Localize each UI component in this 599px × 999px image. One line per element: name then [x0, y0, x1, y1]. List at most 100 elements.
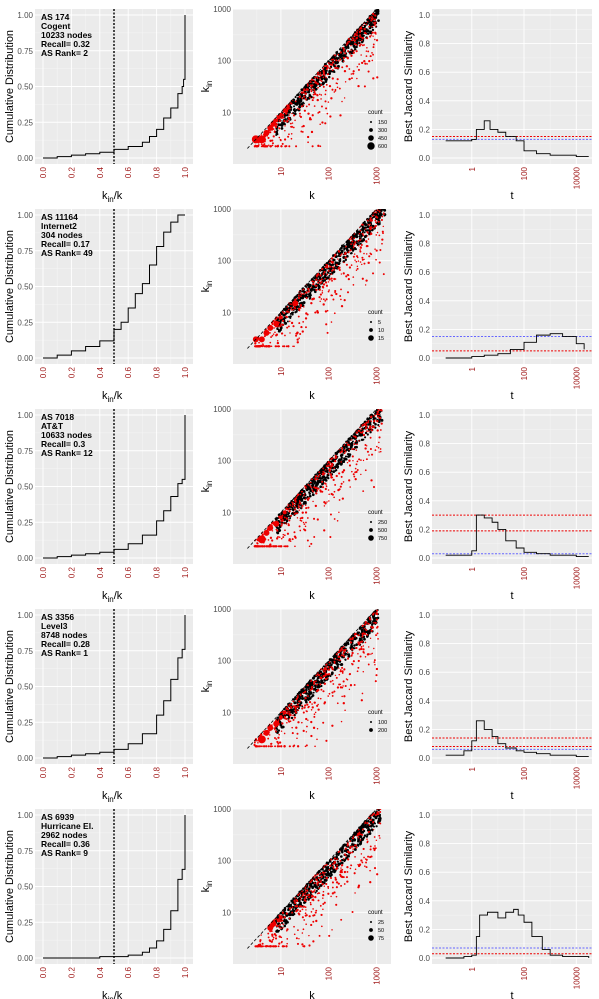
- scatter-point-red: [284, 545, 287, 548]
- scatter-point-red: [352, 255, 355, 258]
- scatter-point-red: [287, 523, 290, 525]
- scatter-point-black: [343, 446, 346, 449]
- legend-key: [369, 528, 373, 532]
- scatter-point-red: [359, 261, 362, 263]
- scatter-point-red: [307, 497, 310, 500]
- scatter-point-red: [297, 721, 300, 724]
- scatter-point-red: [269, 341, 272, 344]
- scatter-point-red: [368, 17, 371, 20]
- scatter-point-red: [377, 415, 379, 418]
- scatter-point-red: [331, 863, 334, 866]
- scatter-point-red: [340, 273, 343, 275]
- scatter-point-red: [298, 525, 301, 528]
- scatter-point-black: [343, 248, 346, 251]
- scatter-point-red: [322, 85, 325, 88]
- scatter-y-axis-title-sub: in: [205, 81, 214, 87]
- cdf-y-tick-label: 0.00: [17, 954, 33, 963]
- scatter-point-red: [312, 500, 314, 503]
- scatter-point-red: [329, 67, 332, 70]
- scatter-point-red: [382, 212, 385, 214]
- info-line: Recall= 0.36: [41, 839, 90, 849]
- scatter-point-black: [280, 126, 284, 130]
- scatter-point-black: [315, 889, 318, 892]
- scatter-point-red: [339, 254, 342, 257]
- scatter-point-black: [335, 469, 338, 472]
- scatter-point-red: [331, 666, 334, 670]
- scatter-point-red: [316, 704, 319, 707]
- scatter-point-black: [330, 867, 333, 870]
- scatter-point-red: [335, 263, 338, 266]
- legend-key: [370, 121, 372, 123]
- scatter-point-red: [307, 719, 309, 721]
- scatter-point-black: [346, 241, 349, 244]
- scatter-point-red: [328, 261, 331, 264]
- scatter-point-black: [326, 471, 329, 474]
- scatter-point-black: [293, 909, 296, 912]
- scatter-point-red: [274, 345, 277, 348]
- scatter-point-red: [303, 95, 306, 98]
- scatter-point-red: [346, 865, 349, 869]
- scatter-point-red: [348, 479, 351, 482]
- scatter-point-black: [300, 892, 303, 895]
- scatter-point-black: [327, 865, 330, 868]
- scatter-point-red: [361, 44, 364, 47]
- scatter-point-red: [362, 24, 364, 26]
- scatter-point-black: [311, 484, 314, 487]
- scatter-point-black: [332, 470, 335, 473]
- scatter-point-red: [353, 447, 356, 450]
- scatter-point-red: [287, 711, 289, 713]
- scatter-point-black: [376, 9, 379, 11]
- scatter-points: [247, 609, 380, 749]
- scatter-x-tick-label: 100: [325, 366, 334, 380]
- scatter-point-black: [287, 515, 290, 517]
- scatter-point-red: [301, 507, 303, 509]
- scatter-point-red: [336, 858, 338, 860]
- scatter-point-red: [321, 480, 324, 483]
- scatter-point-red: [283, 534, 286, 537]
- scatter-point-red: [363, 262, 366, 265]
- scatter-point-red: [358, 63, 361, 66]
- scatter-point-red: [302, 521, 305, 524]
- scatter-point-red: [368, 616, 371, 619]
- scatter-point-red: [321, 473, 325, 476]
- scatter-point-red: [367, 622, 370, 625]
- scatter-point-red: [289, 122, 292, 125]
- scatter-point-black: [308, 695, 311, 698]
- scatter-point-red: [381, 407, 382, 408]
- jaccard-y-tick-label: 1.0: [419, 11, 431, 20]
- scatter-point-red: [277, 545, 280, 548]
- scatter-point-red: [322, 668, 325, 671]
- scatter-point-red: [300, 91, 303, 94]
- scatter-point-red: [328, 464, 331, 467]
- scatter-point-red: [361, 258, 364, 261]
- cdf-x-axis-title: kin/k: [102, 590, 123, 604]
- scatter-point-red: [349, 249, 352, 252]
- scatter-point-red: [276, 529, 279, 532]
- scatter-point-red: [329, 265, 332, 268]
- scatter-point-red: [268, 734, 271, 736]
- scatter-point-red: [332, 457, 334, 459]
- scatter-point-red: [348, 459, 351, 462]
- scatter-point-red: [356, 256, 359, 259]
- scatter-point-black: [362, 829, 366, 833]
- scatter-point-red: [353, 39, 356, 42]
- scatter-point-red: [366, 47, 368, 49]
- scatter-point-black: [314, 85, 318, 88]
- scatter-y-tick-label: 100: [218, 857, 232, 866]
- legend-label: 500: [378, 528, 387, 534]
- scatter-point-black: [292, 912, 296, 916]
- scatter-point-red: [313, 280, 315, 283]
- legend-label: 450: [378, 136, 387, 142]
- scatter-point-red: [356, 460, 359, 463]
- scatter-point-red: [340, 305, 344, 308]
- scatter-x-tick-label: 10: [277, 366, 286, 375]
- scatter-point-red: [343, 252, 347, 255]
- scatter-point-red: [297, 107, 299, 110]
- scatter-point-red: [340, 288, 342, 291]
- scatter-point-red: [270, 345, 273, 348]
- scatter-point-red: [379, 409, 383, 412]
- scatter-point-red: [258, 341, 260, 344]
- scatter-point-red: [334, 253, 337, 257]
- scatter-point-red: [286, 326, 289, 329]
- scatter-point-red: [364, 656, 367, 658]
